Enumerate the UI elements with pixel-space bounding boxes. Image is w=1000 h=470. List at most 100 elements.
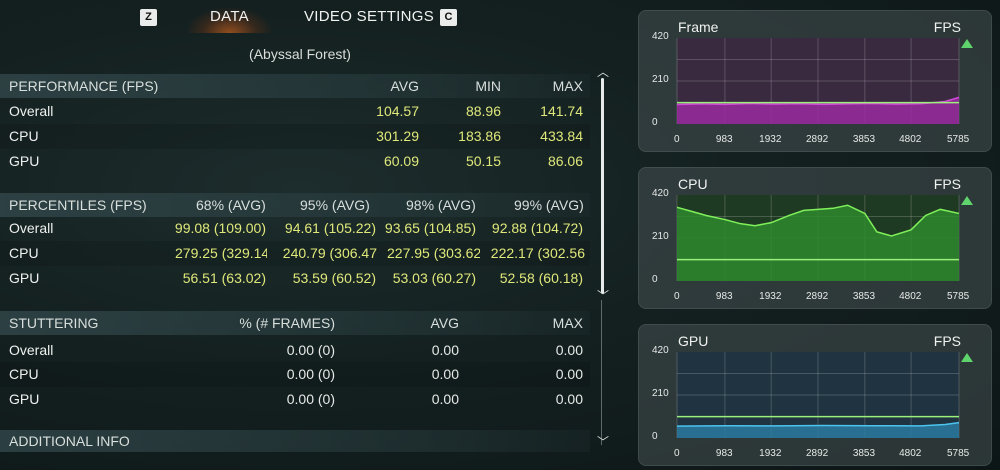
up-triangle-icon[interactable] xyxy=(961,196,973,205)
x-tick-label: 4802 xyxy=(899,134,922,145)
cpu-chart-card: CPU FPS 0 210 420 0 983 1932 2892 3853 4802 5785 xyxy=(638,167,992,309)
stuttering-title: STUTTERING xyxy=(9,315,99,331)
row-label: Overall xyxy=(9,103,54,119)
scroll-up-arrow-icon[interactable]: ︿ xyxy=(596,65,609,79)
max-value: 433.84 xyxy=(540,128,583,144)
x-tick-label: 4802 xyxy=(899,448,922,459)
min-value: 183.86 xyxy=(458,128,501,144)
performance-title: PERFORMANCE (FPS) xyxy=(9,78,159,94)
percentiles-row-gpu: GPU 56.51 (63.02) 53.59 (60.52) 53.03 (6… xyxy=(0,266,590,291)
series-line xyxy=(676,421,960,427)
x-tick-label: 2892 xyxy=(805,134,829,145)
up-triangle-icon[interactable] xyxy=(961,39,973,48)
c-key-hint[interactable]: C xyxy=(440,9,457,26)
tab-video-settings[interactable]: VIDEO SETTINGS xyxy=(304,8,435,25)
percentiles-title: PERCENTILES (FPS) xyxy=(9,197,147,213)
tab-data[interactable]: DATA xyxy=(188,8,271,33)
min-value: 88.96 xyxy=(465,103,501,119)
series-line xyxy=(676,96,960,106)
stuttering-header: STUTTERING % (# FRAMES) AVG MAX xyxy=(0,311,590,335)
y-tick-label: 420 xyxy=(652,31,669,42)
min-value: 50.15 xyxy=(465,153,501,169)
performance-row-overall: Overall 104.57 88.96 141.74 xyxy=(0,99,590,124)
row-label: GPU xyxy=(9,391,40,407)
avg-value: 0.00 xyxy=(431,366,459,382)
performance-row-gpu: GPU 60.09 50.15 86.06 xyxy=(0,149,590,174)
col-98: 98% (AVG) xyxy=(406,197,476,213)
max-value: 86.06 xyxy=(547,153,583,169)
chart-svg xyxy=(676,195,960,281)
scroll-down-arrow-icon[interactable]: ﹀ xyxy=(596,435,609,449)
col-frames: % (# FRAMES) xyxy=(239,315,335,331)
x-tick-label: 0 xyxy=(674,291,680,302)
x-tick-label: 1932 xyxy=(759,448,782,459)
max-value: 0.00 xyxy=(555,342,583,358)
x-tick-label: 5785 xyxy=(947,291,970,302)
avg-value: 60.09 xyxy=(383,153,419,169)
col-max: MAX xyxy=(552,78,583,94)
series-line xyxy=(676,204,960,237)
scrollbar-thumb[interactable] xyxy=(601,78,604,294)
additional-info-header[interactable]: ADDITIONAL INFO xyxy=(0,430,590,452)
col-min: MIN xyxy=(475,78,501,94)
x-tick-label: 3853 xyxy=(852,134,876,145)
percentiles-row-cpu: CPU 279.25 (329.14 240.79 (306.47 227.95… xyxy=(0,241,590,266)
chart-unit-label: FPS xyxy=(933,176,961,192)
x-tick-label: 3853 xyxy=(852,448,876,459)
stuttering-row-overall: Overall 0.00 (0) 0.00 0.00 xyxy=(0,338,590,363)
x-tick-label: 3853 xyxy=(852,291,876,302)
x-tick-label: 5785 xyxy=(947,134,970,145)
x-tick-label: 983 xyxy=(715,291,733,302)
top-tab-bar: Z DATA VIDEO SETTINGS C xyxy=(0,0,600,36)
x-tick-label: 4802 xyxy=(899,291,922,302)
y-tick-label: 210 xyxy=(652,388,669,399)
row-label: Overall xyxy=(9,342,54,358)
col-max: MAX xyxy=(552,315,583,331)
up-triangle-icon[interactable] xyxy=(961,353,973,362)
frames-value: 0.00 (0) xyxy=(286,366,335,382)
p99-value: 52.58 (60.18) xyxy=(499,270,583,286)
p68-value: 99.08 (109.00) xyxy=(174,220,266,236)
p95-value: 94.61 (105.22) xyxy=(284,220,376,236)
col-avg: AVG xyxy=(430,315,459,331)
percentiles-row-overall: Overall 99.08 (109.00) 94.61 (105.22) 93… xyxy=(0,216,590,241)
p98-value: 93.65 (104.85) xyxy=(384,220,476,236)
p95-value: 240.79 (306.47 xyxy=(282,245,377,261)
frames-value: 0.00 (0) xyxy=(286,342,335,358)
y-tick-label: 210 xyxy=(652,74,669,85)
x-tick-label: 0 xyxy=(674,448,680,459)
x-tick-label: 1932 xyxy=(759,134,782,145)
p99-value: 92.88 (104.72) xyxy=(491,220,583,236)
scene-name: (Abyssal Forest) xyxy=(249,46,351,62)
y-tick-label: 0 xyxy=(652,274,658,285)
y-tick-label: 0 xyxy=(652,117,658,128)
row-label: CPU xyxy=(9,366,39,382)
x-tick-label: 2892 xyxy=(805,291,829,302)
avg-value: 104.57 xyxy=(376,103,419,119)
performance-row-cpu: CPU 301.29 183.86 433.84 xyxy=(0,124,590,149)
series-area xyxy=(677,205,959,281)
frame-chart-card: Frame FPS 0 210 420 0 983 1932 2892 3853 4802 578… xyxy=(638,10,992,152)
scrollbar-track[interactable] xyxy=(601,300,602,445)
gpu-chart-card: GPU FPS 0 210 420 0 983 1932 2892 3853 4802 5785 xyxy=(638,324,992,466)
p98-value: 53.03 (60.27) xyxy=(392,270,476,286)
stuttering-row-gpu: GPU 0.00 (0) 0.00 0.00 xyxy=(0,387,590,412)
x-tick-label: 5785 xyxy=(947,448,970,459)
p99-value: 222.17 (302.56 xyxy=(490,245,585,261)
x-tick-label: 983 xyxy=(715,448,733,459)
col-95: 95% (AVG) xyxy=(300,197,370,213)
percentiles-header: PERCENTILES (FPS) 68% (AVG) 95% (AVG) 98… xyxy=(0,193,590,217)
max-value: 0.00 xyxy=(555,366,583,382)
p98-value: 227.95 (303.62 xyxy=(387,245,480,261)
z-key-hint[interactable]: Z xyxy=(140,9,157,26)
chart-svg xyxy=(676,38,960,124)
frames-value: 0.00 (0) xyxy=(286,391,335,407)
col-99: 99% (AVG) xyxy=(514,197,584,213)
x-tick-label: 0 xyxy=(674,134,680,145)
chart-title: Frame xyxy=(678,19,719,35)
y-tick-label: 420 xyxy=(652,345,669,356)
col-avg: AVG xyxy=(390,78,419,94)
chart-title: GPU xyxy=(678,333,709,349)
x-tick-label: 2892 xyxy=(805,448,829,459)
row-label: Overall xyxy=(9,220,54,236)
